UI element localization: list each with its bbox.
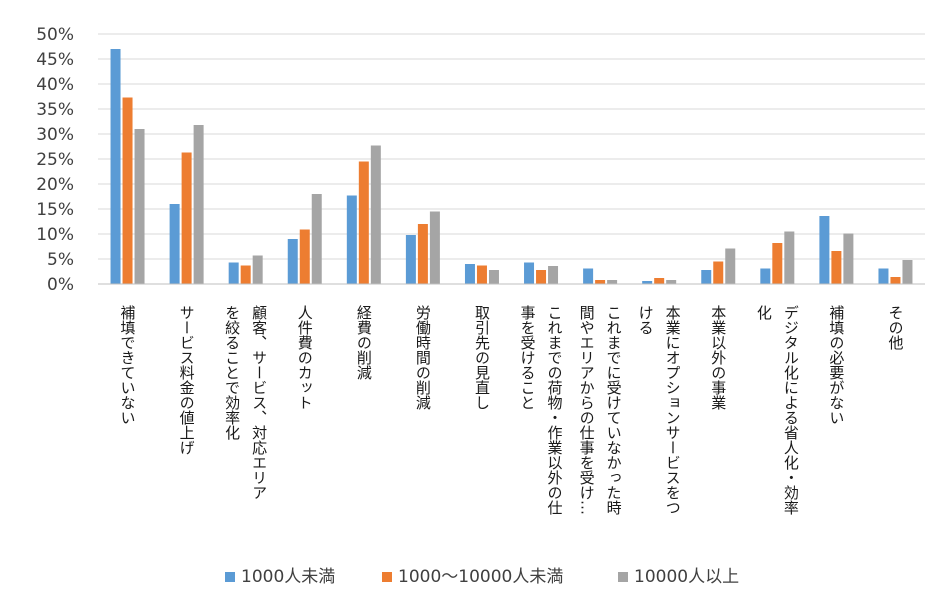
- y-tick-label: 30%: [36, 125, 74, 145]
- bar-series-3: [429, 211, 440, 284]
- bar-series-3: [784, 231, 795, 284]
- bar-series-1: [642, 281, 653, 284]
- category-label: 補填できていない: [119, 305, 137, 425]
- bar-series-1: [405, 235, 416, 284]
- bar-series-3: [370, 145, 381, 284]
- bar-series-2: [831, 251, 842, 284]
- category-label: 取引先の見直し: [473, 305, 491, 410]
- bar-series-2: [772, 243, 783, 284]
- bar-series-3: [252, 255, 263, 284]
- bar-series-2: [890, 277, 901, 284]
- y-tick-label: 5%: [47, 250, 74, 270]
- bar-series-2: [713, 261, 724, 284]
- category-label: 顧客、サービス、対応エリア: [250, 305, 268, 500]
- y-tick-label: 50%: [36, 25, 74, 45]
- bar-series-3: [488, 270, 499, 284]
- bar-series-1: [228, 262, 239, 284]
- category-label: 補填の必要がない: [827, 305, 845, 425]
- bar-series-2: [299, 229, 310, 284]
- y-tick-label: 35%: [36, 100, 74, 120]
- category-label: サービス料金の値上げ: [178, 305, 196, 455]
- legend-label: 10000人以上: [634, 567, 739, 587]
- category-label: 間やエリアからの仕事を受け…: [578, 305, 596, 515]
- bar-series-3: [607, 280, 618, 284]
- bar-series-1: [701, 270, 712, 284]
- bar-series-1: [287, 239, 298, 284]
- bar-series-3: [725, 248, 736, 284]
- category-label: 人件費のカット: [296, 305, 314, 410]
- bar-series-2: [122, 97, 133, 284]
- bars: [110, 49, 913, 284]
- category-label: これまでに受けていなかった時: [605, 305, 623, 515]
- y-tick-label: 40%: [36, 75, 74, 95]
- legend-label: 1000人未満: [241, 567, 335, 587]
- bar-series-1: [169, 204, 180, 284]
- bar-series-1: [878, 268, 889, 284]
- bar-series-2: [181, 152, 192, 284]
- bar-series-3: [548, 266, 559, 284]
- y-axis-ticks: 0% 5% 10% 15% 20% 25% 30% 35% 40% 45% 50%: [36, 25, 74, 295]
- bar-series-3: [134, 129, 145, 284]
- category-label: ける: [637, 305, 655, 335]
- bar-series-3: [843, 233, 854, 284]
- category-label: 化: [755, 305, 773, 320]
- bar-series-3: [311, 194, 322, 284]
- bar-series-1: [346, 195, 357, 284]
- category-label: 本業以外の事業: [709, 305, 727, 410]
- bar-series-2: [476, 265, 487, 284]
- category-label: 労働時間の削減: [414, 305, 432, 411]
- legend-swatch: [618, 572, 628, 582]
- bar-series-2: [536, 270, 547, 284]
- bar-series-1: [110, 49, 121, 284]
- category-label: を絞ることで効率化: [223, 305, 241, 440]
- legend-label: 1000～10000人未満: [398, 567, 563, 587]
- category-label: 事を受けること: [519, 305, 537, 410]
- bar-series-1: [819, 216, 830, 284]
- legend: 1000人未満 1000～10000人未満 10000人以上: [225, 567, 739, 587]
- bar-series-1: [583, 268, 594, 284]
- bar-series-2: [595, 280, 606, 284]
- y-tick-label: 20%: [36, 175, 74, 195]
- category-label: その他: [886, 305, 904, 351]
- bar-series-1: [760, 268, 771, 284]
- category-label: 本業にオプションサービスをつ: [664, 305, 682, 515]
- category-label: デジタル化による省人化・効率: [782, 305, 800, 515]
- y-tick-label: 25%: [36, 150, 74, 170]
- y-tick-label: 45%: [36, 50, 74, 70]
- bar-series-2: [654, 278, 665, 284]
- bar-series-3: [902, 260, 913, 284]
- bar-series-2: [358, 161, 369, 284]
- category-label: 経費の削減: [355, 305, 373, 381]
- category-label: これまでの荷物・作業以外の仕: [546, 305, 564, 515]
- y-tick-label: 0%: [47, 275, 74, 295]
- legend-swatch: [225, 572, 235, 582]
- bar-series-2: [417, 224, 428, 284]
- category-labels: 補填できていない サービス料金の値上げ 顧客、サービス、対応エリアを絞ることで効率化…: [119, 305, 905, 515]
- bar-series-3: [666, 280, 677, 284]
- y-tick-label: 10%: [36, 225, 74, 245]
- gridlines: [98, 33, 925, 260]
- bar-series-2: [240, 265, 251, 284]
- bar-series-1: [524, 262, 535, 284]
- bar-series-3: [193, 125, 204, 284]
- y-tick-label: 15%: [36, 200, 74, 220]
- legend-swatch: [382, 572, 392, 582]
- bar-series-1: [464, 264, 475, 284]
